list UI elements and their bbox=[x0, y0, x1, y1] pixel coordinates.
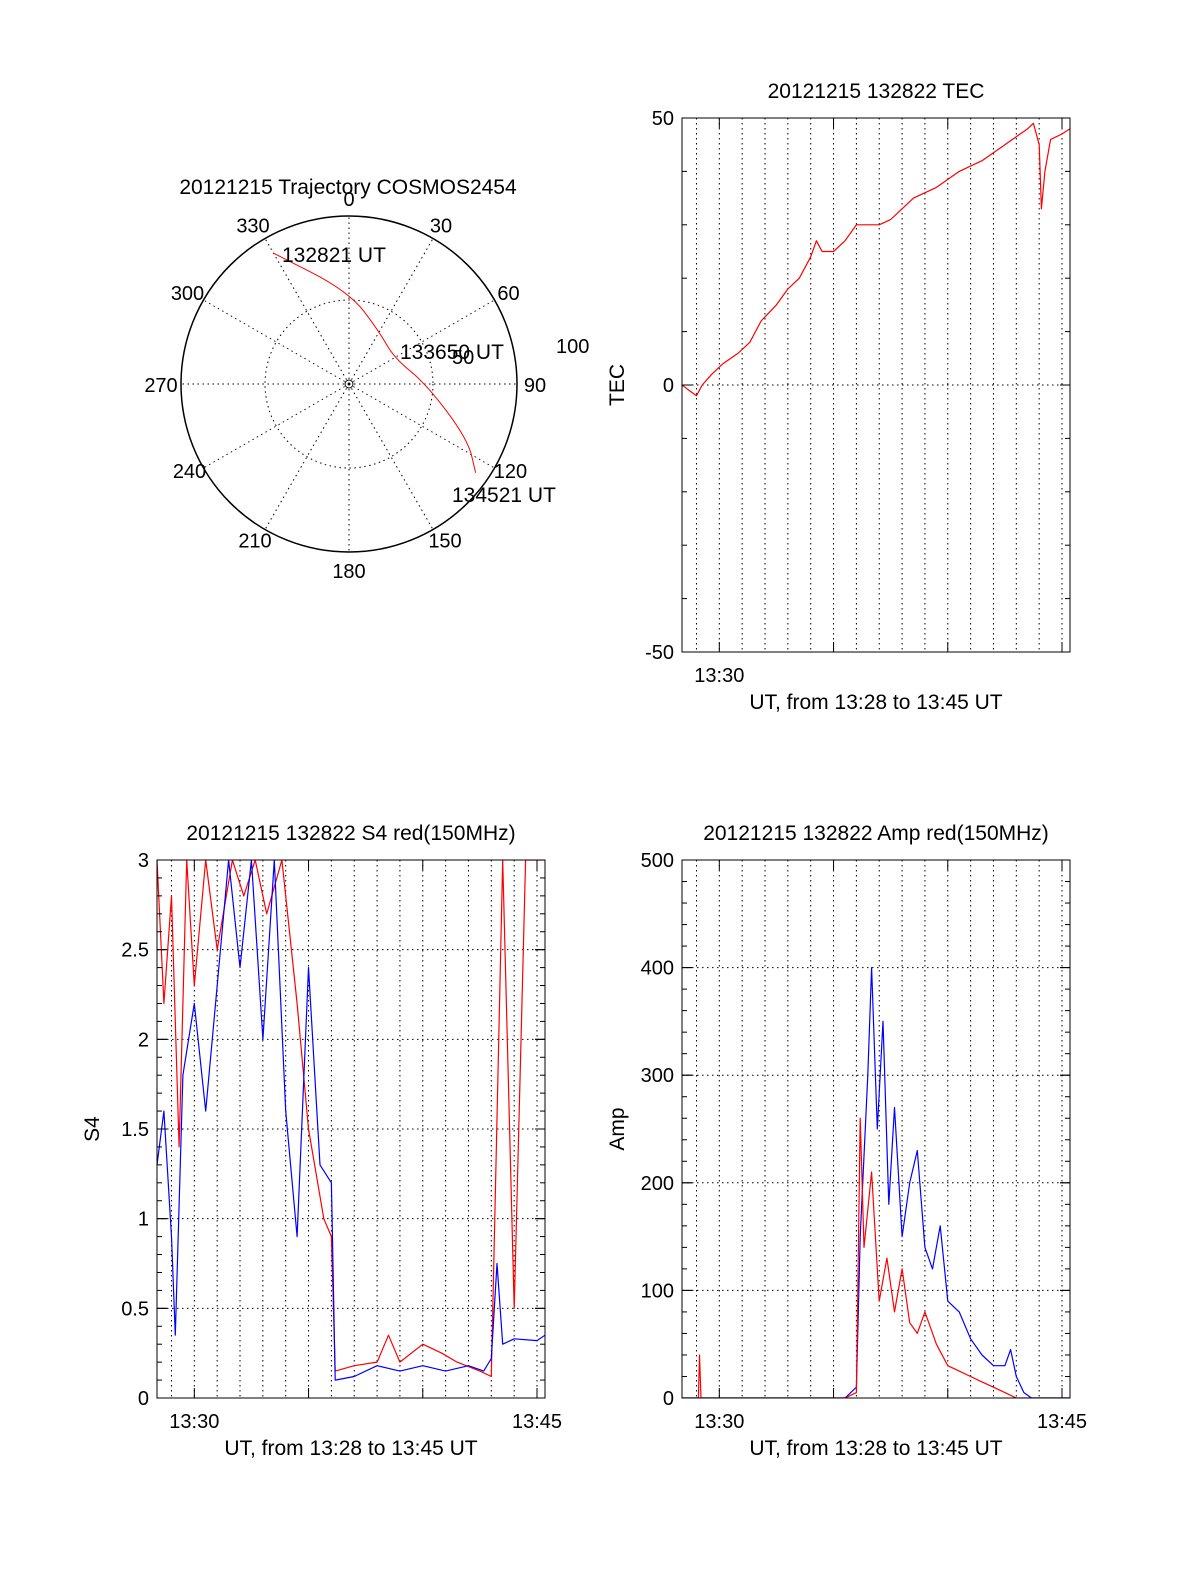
polar-angle-label: 270 bbox=[144, 375, 177, 397]
polar-trajectory-line bbox=[273, 252, 477, 473]
y-tick-label: 200 bbox=[641, 1173, 674, 1195]
x-axis-label: UT, from 13:28 to 13:45 UT bbox=[224, 1437, 477, 1460]
polar-spoke bbox=[264, 238, 350, 385]
polar-angle-label: 30 bbox=[430, 216, 452, 238]
x-axis-label: UT, from 13:28 to 13:45 UT bbox=[749, 1437, 1002, 1460]
s4-panel: 20121215 132822 S4 red(150MHz) 0 0.5 1 1.5 2 2… bbox=[81, 822, 562, 1460]
y-axis-label: TEC bbox=[606, 364, 629, 406]
y-tick-label: 400 bbox=[641, 958, 674, 980]
y-tick-label: 0 bbox=[663, 1388, 674, 1410]
polar-trajectory-panel: 20121215 Trajectory COSMOS2454 0 30 60 90 12… bbox=[144, 176, 589, 583]
polar-radius-labels: 50 100 bbox=[452, 336, 589, 369]
polar-outer-ring bbox=[180, 215, 518, 553]
y-tick-label: 0 bbox=[138, 1388, 149, 1410]
plot-frame bbox=[681, 859, 1071, 1399]
series-line-blue bbox=[682, 967, 1070, 1398]
polar-angle-label: 330 bbox=[236, 216, 269, 238]
polar-angle-label: 90 bbox=[524, 375, 546, 397]
y-tick-label: 3 bbox=[138, 850, 149, 872]
series-line-red bbox=[682, 1117, 1070, 1398]
plot-frame bbox=[156, 859, 546, 1399]
y-tick-label: 300 bbox=[641, 1065, 674, 1087]
polar-grid bbox=[180, 215, 518, 553]
polar-spoke bbox=[348, 299, 495, 385]
polar-spoke bbox=[203, 383, 350, 469]
polar-angle-label: 300 bbox=[171, 283, 204, 305]
polar-radius-label: 100 bbox=[556, 336, 589, 358]
polar-angle-labels: 0 30 60 90 120 150 180 210 240 270 300 330 bbox=[144, 189, 546, 583]
y-tick-label: 2.5 bbox=[121, 940, 149, 962]
polar-angle-label: 60 bbox=[497, 283, 519, 305]
polar-title: 20121215 Trajectory COSMOS2454 bbox=[179, 176, 517, 199]
y-tick-label: 1 bbox=[138, 1209, 149, 1231]
y-tick-label: 100 bbox=[641, 1280, 674, 1302]
polar-spoke bbox=[203, 299, 350, 385]
polar-center-dot bbox=[344, 379, 354, 389]
y-tick-label: 0 bbox=[663, 375, 674, 397]
polar-angle-label: 150 bbox=[428, 530, 461, 552]
y-tick-label: 0.5 bbox=[121, 1298, 149, 1320]
polar-spoke bbox=[348, 383, 495, 469]
polar-time-annotations: 132821 UT 133650 UT 134521 UT bbox=[282, 244, 556, 507]
y-axis-label: Amp bbox=[606, 1107, 629, 1150]
chart-title: 20121215 132822 Amp red(150MHz) bbox=[703, 822, 1049, 845]
polar-time-annotation: 134521 UT bbox=[452, 484, 556, 507]
x-tick-label: 13:45 bbox=[1037, 1411, 1087, 1433]
polar-angle-label: 180 bbox=[332, 561, 365, 583]
y-axis-label: S4 bbox=[81, 1116, 104, 1142]
polar-spoke bbox=[348, 383, 434, 530]
polar-angle-label: 120 bbox=[494, 461, 527, 483]
series-line-red bbox=[682, 122, 1070, 397]
x-tick-label: 13:30 bbox=[169, 1411, 219, 1433]
polar-inner-ring bbox=[264, 299, 434, 469]
chart-title: 20121215 132822 S4 red(150MHz) bbox=[186, 822, 515, 845]
polar-angle-label: 240 bbox=[173, 461, 206, 483]
polar-angle-label: 210 bbox=[238, 530, 271, 552]
amp-panel: 20121215 132822 Amp red(150MHz) 0 100 200 30… bbox=[606, 822, 1087, 1460]
polar-spoke bbox=[348, 238, 434, 385]
series-line-red bbox=[157, 860, 545, 1378]
y-tick-label: 2 bbox=[138, 1029, 149, 1051]
x-axis-label: UT, from 13:28 to 13:45 UT bbox=[749, 691, 1002, 714]
polar-angle-label: 0 bbox=[343, 189, 354, 211]
y-tick-label: 500 bbox=[641, 850, 674, 872]
series-line-blue bbox=[157, 860, 545, 1381]
polar-time-annotation: 132821 UT bbox=[282, 244, 386, 267]
y-tick-label: 1.5 bbox=[121, 1119, 149, 1141]
x-tick-label: 13:30 bbox=[694, 665, 744, 687]
y-tick-label: 50 bbox=[652, 108, 674, 130]
y-tick-label: -50 bbox=[645, 642, 674, 664]
plot-frame bbox=[681, 117, 1071, 653]
polar-trajectory-series bbox=[273, 252, 477, 473]
chart-title: 20121215 132822 TEC bbox=[768, 80, 985, 103]
x-tick-label: 13:45 bbox=[512, 1411, 562, 1433]
polar-time-annotation: 133650 UT bbox=[400, 341, 504, 364]
polar-radius-label: 50 bbox=[452, 347, 474, 369]
x-tick-label: 13:30 bbox=[694, 1411, 744, 1433]
